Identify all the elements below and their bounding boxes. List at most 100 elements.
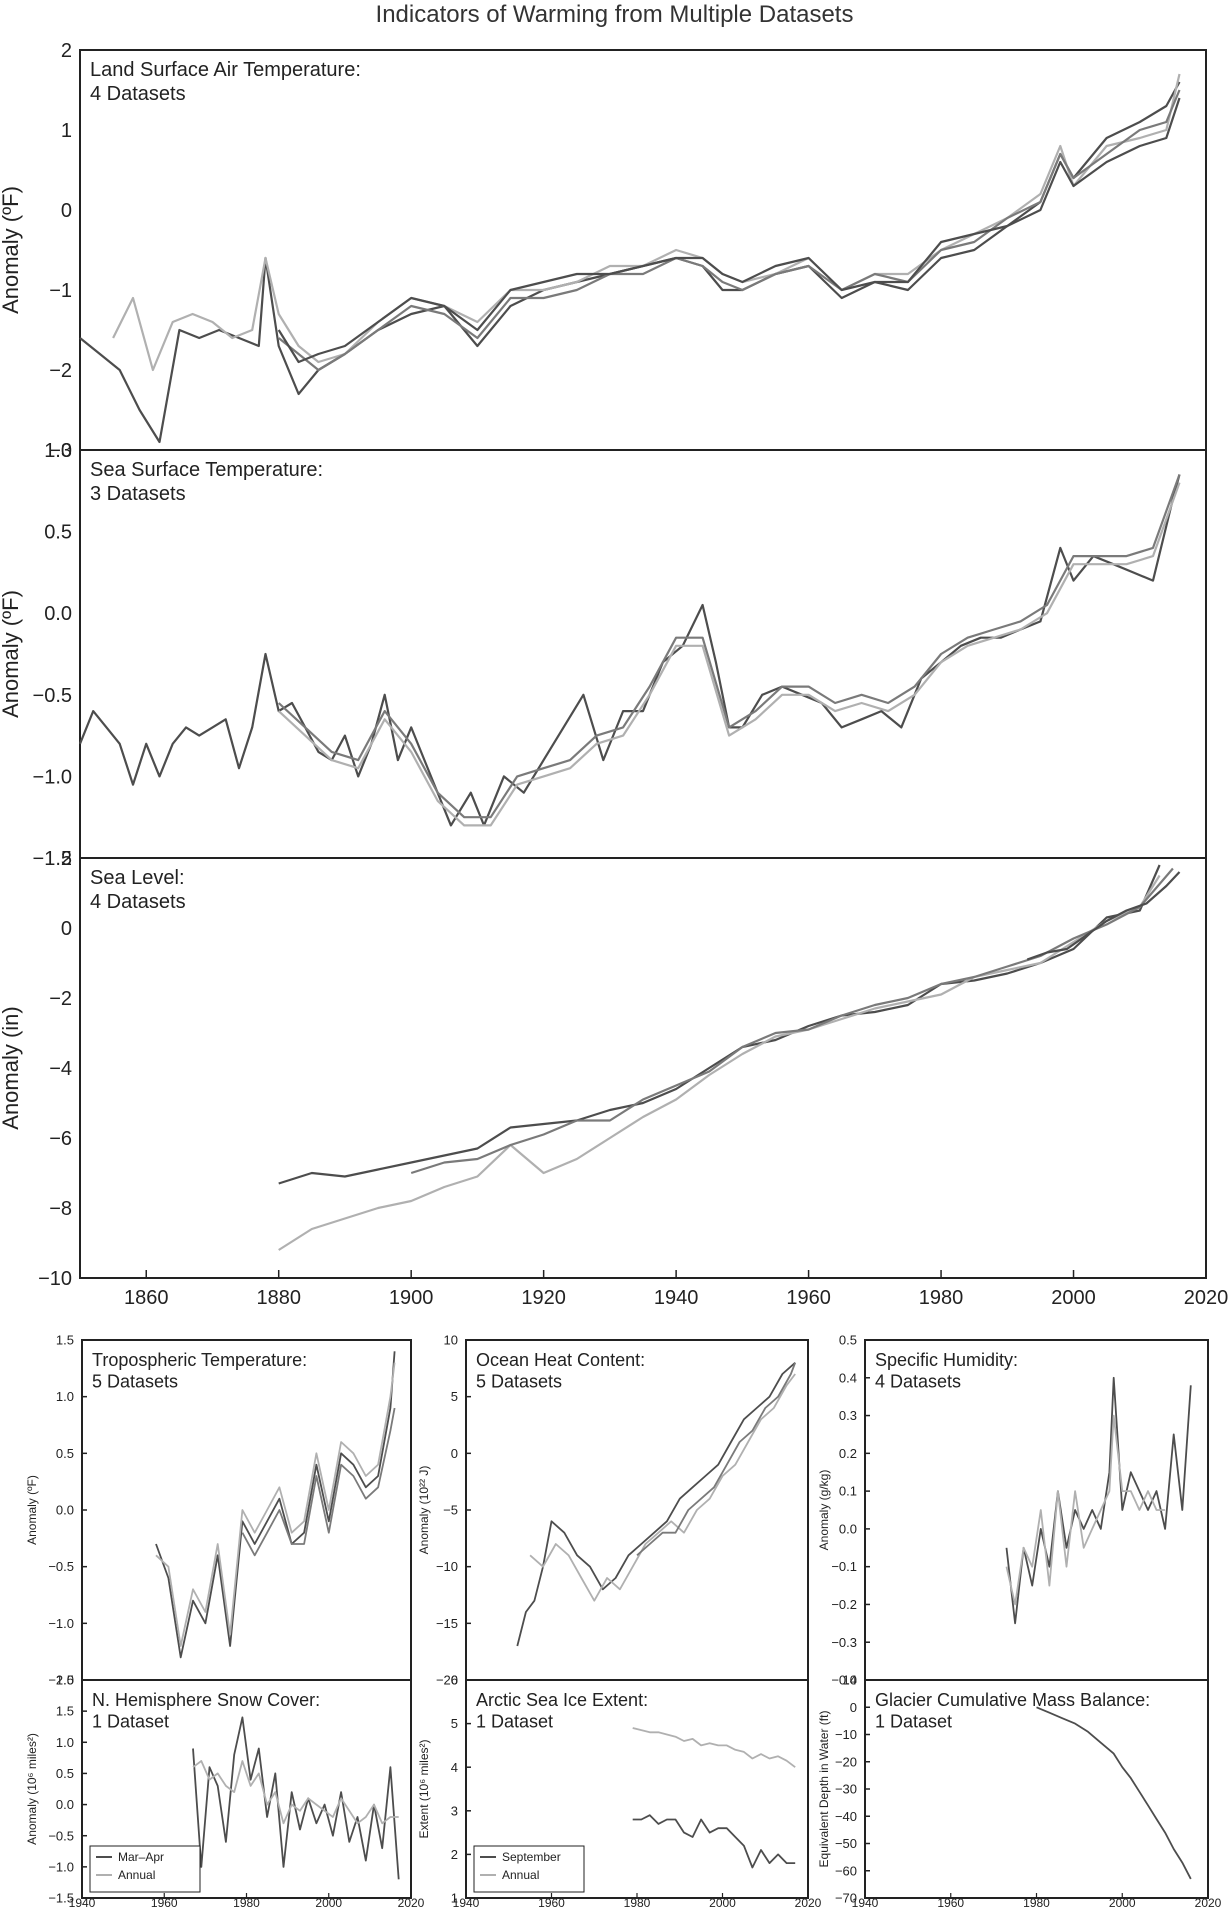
y-tick-label: 0.0 <box>839 1521 857 1536</box>
y-tick-label: 5 <box>451 1389 458 1404</box>
y-tick-label: 0.5 <box>56 1446 74 1461</box>
y-axis-label: Anomaly (g/kg) <box>817 1470 831 1551</box>
y-tick-label: 0 <box>451 1446 458 1461</box>
y-tick-label: 0.0 <box>56 1503 74 1518</box>
x-tick-label: 2020 <box>1195 1896 1222 1909</box>
panel-subtitle: 4 Datasets <box>90 83 186 105</box>
x-tick-label: 1940 <box>69 1896 96 1909</box>
panel-subtitle: 3 Datasets <box>90 483 186 505</box>
series-line-1 <box>278 864 1161 1185</box>
y-tick-label: 2 <box>61 848 72 870</box>
y-tick-label: 0.5 <box>56 1766 74 1781</box>
y-tick-label: −0.4 <box>831 1673 857 1688</box>
y-tick-label: 2 <box>61 40 72 62</box>
y-tick-label: −0.5 <box>48 1828 74 1843</box>
y-tick-label: −1.0 <box>48 1859 74 1874</box>
legend-label: Mar–Apr <box>118 1850 164 1864</box>
chart-panel-1: 2 1 0 −1 −2 −3 Anomaly (ºF) Land Surface Air Te… <box>0 40 1207 462</box>
series-line-2 <box>1005 1414 1166 1606</box>
y-tick-label: 1.0 <box>56 1389 74 1404</box>
y-tick-label: 5 <box>451 1716 458 1731</box>
y-tick-label: −1 <box>49 280 72 302</box>
y-tick-label: 1.5 <box>56 1333 74 1348</box>
series-line-2 <box>155 1362 396 1647</box>
y-tick-label: 0.1 <box>839 1484 857 1499</box>
y-tick-label: −6 <box>49 1128 72 1150</box>
y-tick-label: 6 <box>451 1673 458 1688</box>
y-tick-label: −70 <box>835 1891 857 1906</box>
y-tick-label: −50 <box>835 1836 857 1851</box>
x-tick-label: 1980 <box>624 1896 651 1909</box>
y-tick-label: −2 <box>49 988 72 1010</box>
y-tick-label: −0.3 <box>831 1635 857 1650</box>
y-tick-label: 0 <box>850 1700 857 1715</box>
legend-box <box>473 1845 585 1893</box>
y-tick-label: 1.5 <box>56 1704 74 1719</box>
y-axis-label: Anomaly (ºF) <box>0 186 23 314</box>
x-tick-label: 1940 <box>654 1287 699 1309</box>
y-axis-label: Anomaly (ºF) <box>25 1475 39 1545</box>
y-tick-label: 0 <box>61 918 72 940</box>
x-tick-label: 1980 <box>233 1896 260 1909</box>
y-tick-label: 0.5 <box>44 522 72 544</box>
y-tick-label: 0.5 <box>839 1333 857 1348</box>
panel-title: Sea Level: <box>90 867 185 889</box>
y-tick-label: −4 <box>49 1058 72 1080</box>
series-line-3 <box>278 89 1181 372</box>
series-line-3 <box>636 1362 797 1556</box>
panel-title: Sea Surface Temperature: <box>90 459 323 481</box>
x-tick-label: 1860 <box>124 1287 169 1309</box>
y-tick-label: 1 <box>61 120 72 142</box>
y-tick-label: 1 <box>451 1891 458 1906</box>
y-tick-label: 0 <box>61 200 72 222</box>
series-line-3 <box>410 867 1174 1175</box>
x-tick-label: 2020 <box>398 1896 425 1909</box>
series-line-3 <box>241 1407 396 1557</box>
page-title: Indicators of Warming from Multiple Data… <box>375 1 854 28</box>
panel-subtitle: 5 Datasets <box>476 1372 562 1392</box>
x-tick-label: 2020 <box>795 1896 822 1909</box>
x-tick-label: 1980 <box>919 1287 964 1309</box>
panel-title: Arctic Sea Ice Extent: <box>476 1690 648 1710</box>
panel-subtitle: 5 Datasets <box>92 1372 178 1392</box>
y-tick-label: −20 <box>835 1754 857 1769</box>
y-tick-label: −1.0 <box>33 766 72 788</box>
chart-panel-3: 2 0 −2 −4 −6 −8 −10 Anomaly (in) Sea Level:4 Dat… <box>0 848 1228 1309</box>
y-tick-label: −0.2 <box>831 1597 857 1612</box>
y-tick-label: −10 <box>38 1268 72 1290</box>
y-tick-label: −20 <box>436 1673 458 1688</box>
y-tick-label: −30 <box>835 1782 857 1797</box>
series-line-1 <box>78 474 1181 827</box>
y-axis-label: Extent (10⁶ miles²) <box>417 1740 431 1839</box>
series-line-1 <box>79 81 1181 444</box>
y-tick-label: 0.3 <box>839 1408 857 1423</box>
series-line-2 <box>632 1727 796 1768</box>
panel-title: Land Surface Air Temperature: <box>90 59 361 81</box>
x-tick-label: 1920 <box>521 1287 566 1309</box>
y-tick-label: −8 <box>49 1198 72 1220</box>
x-tick-label: 2000 <box>709 1896 736 1909</box>
x-tick-label: 2000 <box>315 1896 342 1909</box>
x-tick-label: 1980 <box>1023 1896 1050 1909</box>
series-line-1 <box>192 1716 400 1880</box>
y-axis-label: Anomaly (in) <box>0 1006 23 1129</box>
chart-panel-4: 1.5 1.0 0.5 0.0 −0.5 −1.0 −1.5 Anomaly (ºF) Trop… <box>25 1333 412 1688</box>
legend-label: Annual <box>502 1868 539 1882</box>
y-tick-label: 10 <box>444 1333 458 1348</box>
chart-panel-2: 1.0 0.5 0.0 −0.5 −1.0 −1.5 Anomaly (ºF) Sea Sur… <box>0 440 1207 870</box>
y-tick-label: −15 <box>436 1616 458 1631</box>
x-tick-label: 1940 <box>852 1896 879 1909</box>
series-line-4 <box>277 97 1181 364</box>
series-line-2 <box>278 874 1161 1251</box>
x-tick-label: 2000 <box>1051 1287 1096 1309</box>
panel-title: Tropospheric Temperature: <box>92 1350 307 1370</box>
legend-label: Annual <box>118 1868 155 1882</box>
x-tick-label: 1960 <box>937 1896 964 1909</box>
chart-panel-9: 10 0 −10 −20 −30 −40 −50 −60 −70 Equivalent Depth… <box>817 1673 1222 1909</box>
y-tick-label: −1.0 <box>48 1616 74 1631</box>
x-tick-label: 1960 <box>538 1896 565 1909</box>
y-tick-label: −1.5 <box>33 848 72 870</box>
y-tick-label: −0.1 <box>831 1559 857 1574</box>
y-tick-label: 2.0 <box>56 1673 74 1688</box>
